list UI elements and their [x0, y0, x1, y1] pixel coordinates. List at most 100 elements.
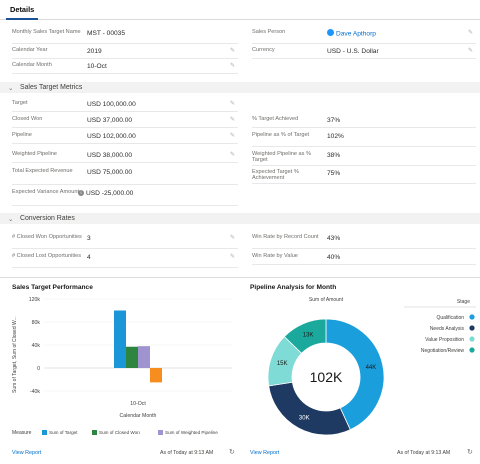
- info-icon[interactable]: i: [78, 190, 84, 196]
- slice-label: 15K: [277, 361, 288, 367]
- field-value: USD - U.S. Dollar: [327, 48, 379, 55]
- sales-person-link[interactable]: Dave Apthorp: [327, 29, 376, 38]
- field-weighted-pipeline: Weighted Pipeline USD 38,000.00 ✎: [12, 151, 238, 163]
- field-value: 37%: [327, 117, 341, 124]
- field-calendar-month: Calendar Month 10-Oct ✎: [12, 62, 238, 74]
- tab-details[interactable]: Details: [6, 3, 39, 20]
- field-label: Sales Person: [252, 29, 286, 35]
- refresh-icon[interactable]: ↻: [229, 449, 235, 456]
- field-target-achieved: % Target Achieved 37%: [252, 116, 476, 128]
- field-currency: Currency USD - U.S. Dollar ✎: [252, 47, 476, 59]
- field-expected-variance-amount: Expected Variance Amount i USD -25,000.00: [12, 189, 238, 206]
- bar-sum-of-target[interactable]: [114, 310, 126, 369]
- field-value-with-info: i USD -25,000.00: [78, 190, 133, 197]
- field-label: Target: [12, 100, 28, 106]
- pipeline-donut-chart: Sum of Amount 44K 30K 15K 13K 102K Stage Qualif…: [267, 297, 476, 436]
- section-title: Conversion Rates: [20, 215, 75, 222]
- legend-swatch: [469, 325, 475, 331]
- edit-pencil-icon[interactable]: ✎: [230, 152, 236, 158]
- donut-slice-negotiation-review[interactable]: [283, 318, 327, 354]
- section-title: Sales Target Metrics: [20, 84, 83, 91]
- edit-pencil-icon[interactable]: ✎: [230, 133, 236, 139]
- field-value: 102%: [327, 133, 344, 140]
- field-weighted-pipeline-percent: Weighted Pipeline as % Target 38%: [252, 151, 476, 166]
- field-value: USD 38,000.00: [87, 152, 133, 159]
- legend-label: Sum of Weighted Pipeline: [165, 430, 218, 435]
- bar-sum-of-closed-won[interactable]: [126, 346, 138, 368]
- view-report-link[interactable]: View Report: [12, 450, 42, 456]
- sum-of-amount-label: Sum of Amount: [309, 297, 344, 303]
- slice-label: 44K: [366, 365, 377, 371]
- view-report-link[interactable]: View Report: [250, 450, 280, 456]
- edit-pencil-icon[interactable]: ✎: [230, 117, 236, 123]
- chevron-down-icon: ⌄: [8, 85, 14, 92]
- donut-slice-needs-analysis[interactable]: [268, 381, 351, 436]
- x-axis-label: Calendar Month: [120, 413, 157, 419]
- legend-swatch: [92, 430, 97, 435]
- field-value: 4: [87, 254, 91, 261]
- timestamp: As of Today at 9:13 AM: [397, 450, 451, 456]
- field-total-expected-revenue: Total Expected Revenue USD 75,000.00: [12, 168, 238, 185]
- y-tick-label: 80k: [32, 320, 41, 326]
- field-value: 38%: [327, 152, 341, 159]
- field-label: Weighted Pipeline as % Target: [252, 151, 311, 164]
- legend-label: Negotiation/Review: [421, 348, 464, 354]
- field-pipeline: Pipeline USD 102,000.00 ✎: [12, 132, 238, 144]
- edit-pencil-icon[interactable]: ✎: [230, 101, 236, 107]
- field-win-rate-value: Win Rate by Value 40%: [252, 253, 476, 265]
- field-calendar-year: Calendar Year 2019 ✎: [12, 47, 238, 59]
- y-tick-label: 120k: [29, 297, 41, 303]
- chevron-down-icon: ⌄: [8, 216, 14, 223]
- edit-pencil-icon[interactable]: ✎: [230, 235, 236, 241]
- field-label: Calendar Month: [12, 62, 52, 68]
- edit-pencil-icon[interactable]: ✎: [468, 48, 474, 54]
- section-header-sales-target-metrics[interactable]: ⌄ Sales Target Metrics: [0, 82, 480, 93]
- field-value: 40%: [327, 254, 341, 261]
- edit-pencil-icon[interactable]: ✎: [468, 30, 474, 36]
- field-label: Expected Target % Achievement: [252, 169, 299, 182]
- y-tick-label: -40k: [30, 389, 40, 395]
- legend-label: Needs Analysis: [430, 326, 465, 332]
- legend-label: Qualification: [436, 315, 464, 321]
- field-label: % Target Achieved: [252, 116, 299, 122]
- legend-title: Stage: [457, 299, 470, 305]
- field-monthly-sales-target-name: Monthly Sales Target Name MST - 00035: [12, 29, 238, 44]
- field-label: Currency: [252, 47, 275, 53]
- field-label: Pipeline as % of Target: [252, 132, 310, 138]
- field-pipeline-percent-target: Pipeline as % of Target 102%: [252, 132, 476, 147]
- sales-person-name[interactable]: Dave Apthorp: [336, 30, 376, 38]
- y-tick-label: 0: [37, 366, 40, 372]
- legend-title: Measure: [12, 430, 32, 436]
- bar-series-4[interactable]: [150, 368, 162, 383]
- section-header-conversion-rates[interactable]: ⌄ Conversion Rates: [0, 213, 480, 224]
- slice-label: 13K: [303, 333, 314, 339]
- field-closed-lost-opportunities: # Closed Lost Opportunities 4 ✎: [12, 253, 238, 268]
- field-value: MST - 00035: [87, 30, 125, 37]
- field-sales-person: Sales Person Dave Apthorp ✎: [252, 29, 476, 44]
- field-value: 43%: [327, 235, 341, 242]
- donut-slice-qualification[interactable]: [325, 318, 385, 431]
- legend-swatch: [42, 430, 47, 435]
- field-value: USD 102,000.00: [87, 133, 136, 140]
- refresh-icon[interactable]: ↻: [467, 449, 473, 456]
- field-value: 75%: [327, 170, 341, 177]
- y-axis-label: Sum of Target, Sum of Closed W...: [12, 316, 18, 393]
- field-closed-won: Closed Won USD 37,000.00 ✎: [12, 116, 238, 128]
- legend-swatch: [158, 430, 163, 435]
- field-label: # Closed Won Opportunities: [12, 234, 82, 240]
- bar-sum-of-weighted-pipeline[interactable]: [138, 346, 150, 368]
- legend-swatch: [469, 347, 475, 353]
- field-value: 3: [87, 235, 91, 242]
- slice-label: 30K: [299, 416, 310, 422]
- edit-pencil-icon[interactable]: ✎: [230, 48, 236, 54]
- field-label: Expected Variance Amount: [12, 189, 80, 195]
- field-value: USD -25,000.00: [86, 190, 134, 197]
- field-label: Total Expected Revenue: [12, 168, 73, 174]
- legend-label: Sum of Target: [49, 430, 78, 435]
- field-label: Closed Won: [12, 116, 43, 122]
- edit-pencil-icon[interactable]: ✎: [230, 254, 236, 260]
- field-label: Win Rate by Value: [252, 253, 298, 259]
- legend-swatch: [469, 336, 475, 342]
- field-value: USD 37,000.00: [87, 117, 133, 124]
- edit-pencil-icon[interactable]: ✎: [230, 63, 236, 69]
